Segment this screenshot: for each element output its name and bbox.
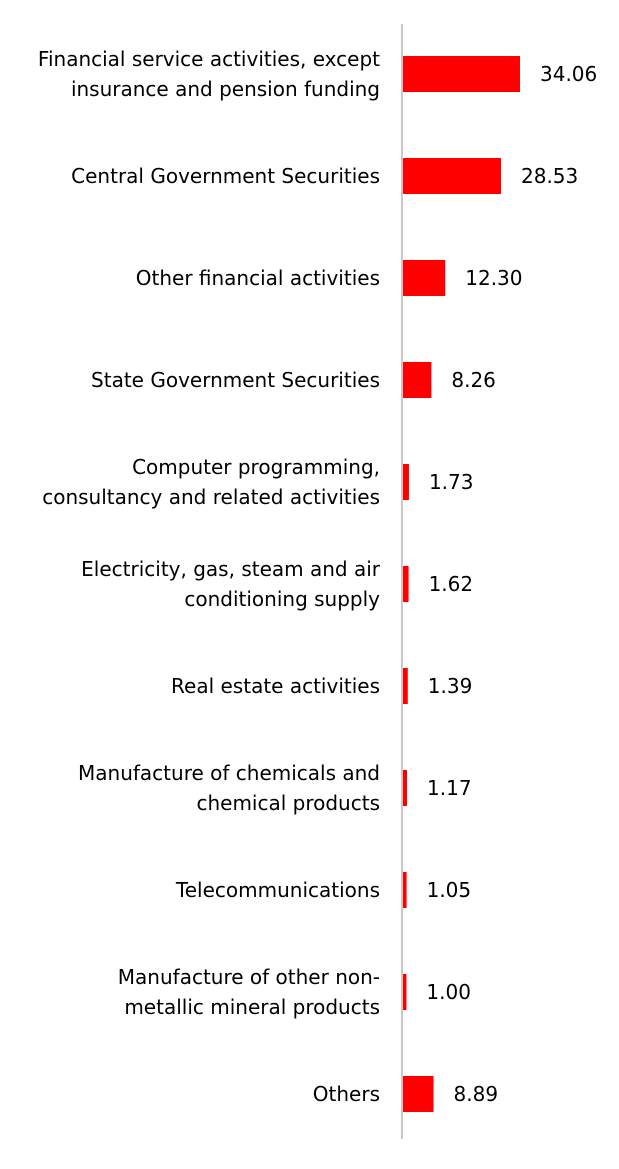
bars-layer xyxy=(403,56,520,1112)
bar-8 xyxy=(403,770,408,806)
category-label-2-line-1: Central Government Securities xyxy=(71,164,380,188)
category-label-6-line-1: Electricity, gas, steam and air xyxy=(81,557,381,581)
bar-3 xyxy=(403,260,446,296)
bar-6 xyxy=(403,566,409,602)
category-label-8-line-1: Manufacture of chemicals and xyxy=(78,761,380,785)
bar-7 xyxy=(403,668,408,704)
category-label-10-line-1: Manufacture of other non- xyxy=(118,965,380,989)
value-labels: 34.06 28.53 12.30 8.26 1.73 1.62 1.39 1.17 1.05 1… xyxy=(426,62,597,1106)
category-label-7-line-1: Real estate activities xyxy=(171,674,380,698)
value-label-4: 8.26 xyxy=(451,368,496,392)
value-label-11: 8.89 xyxy=(454,1082,499,1106)
bar-4 xyxy=(403,362,432,398)
category-label-1-line-2: insurance and pension funding xyxy=(71,77,380,101)
value-label-3: 12.30 xyxy=(465,266,522,290)
bar-1 xyxy=(403,56,520,92)
value-label-8: 1.17 xyxy=(427,776,472,800)
category-label-8-line-2: chemical products xyxy=(196,791,380,815)
category-label-1-line-1: Financial service activities, except xyxy=(38,47,380,71)
bar-11 xyxy=(403,1076,434,1112)
category-label-9-line-1: Telecommunications xyxy=(175,878,380,902)
value-label-2: 28.53 xyxy=(521,164,578,188)
category-labels: Financial service activities, except insu… xyxy=(38,47,381,1106)
bar-5 xyxy=(403,464,409,500)
category-label-11-line-1: Others xyxy=(313,1082,380,1106)
category-label-5-line-2: consultancy and related activities xyxy=(42,485,380,509)
bar-2 xyxy=(403,158,502,194)
value-label-6: 1.62 xyxy=(429,572,474,596)
value-label-5: 1.73 xyxy=(429,470,474,494)
bar-9 xyxy=(403,872,407,908)
value-label-1: 34.06 xyxy=(540,62,597,86)
category-label-3-line-1: Other financial activities xyxy=(136,266,380,290)
category-label-5-line-1: Computer programming, xyxy=(132,455,380,479)
value-label-7: 1.39 xyxy=(428,674,473,698)
category-label-4-line-1: State Government Securities xyxy=(91,368,380,392)
category-label-6-line-2: conditioning supply xyxy=(184,587,380,611)
category-label-10-line-2: metallic mineral products xyxy=(124,995,380,1019)
bar-10 xyxy=(403,974,407,1010)
value-label-9: 1.05 xyxy=(427,878,472,902)
value-label-10: 1.00 xyxy=(426,980,471,1004)
